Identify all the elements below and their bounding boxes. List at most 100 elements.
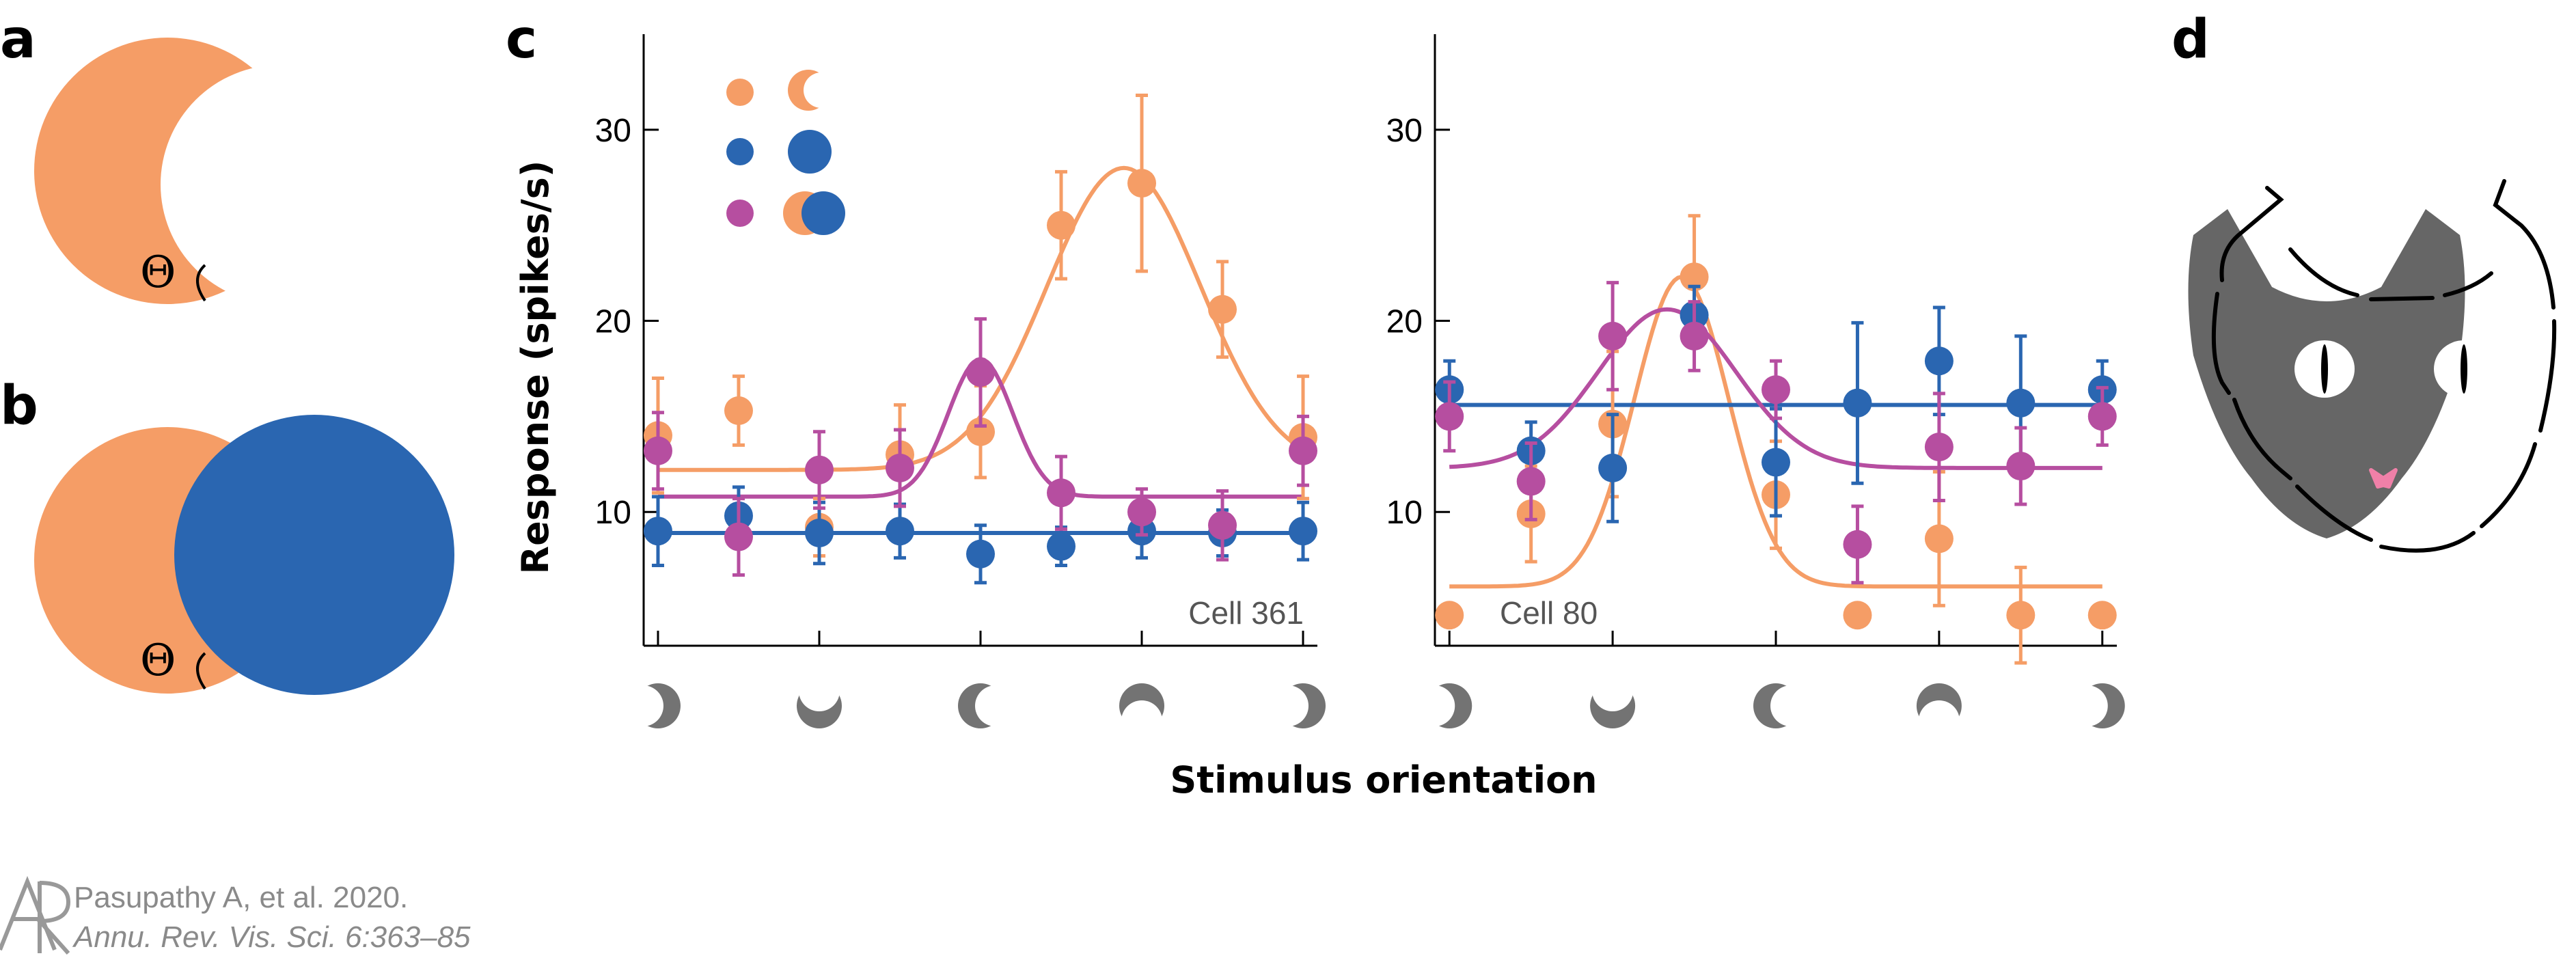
data-point-together (1516, 467, 1546, 496)
data-point-together (1127, 497, 1157, 527)
crescent-icon (1280, 683, 1326, 728)
orientation-icon-crescent-open-down (1916, 683, 1962, 728)
data-point-circle (1598, 453, 1628, 482)
panel-label-d: d (2171, 9, 2210, 70)
legend-crescent-icon (788, 70, 829, 111)
legend-dot-magenta (726, 200, 754, 227)
orientation-icon-crescent-open-right (635, 683, 681, 728)
cat-contour-lines (2211, 179, 2557, 553)
data-point-together (1598, 321, 1628, 351)
orientation-icon-crescent-open-down (1119, 683, 1165, 728)
annual-reviews-logo (0, 875, 71, 955)
data-point-circle (1047, 532, 1076, 561)
y-axis-label: Response (spikes/s) (514, 161, 557, 575)
data-point-crescent (1924, 524, 1954, 553)
data-point-together (1762, 375, 1790, 405)
orientation-icon-crescent-open-left (1753, 683, 1798, 728)
panel-b-combined-stimulus: Θ (34, 415, 454, 695)
data-point-together (966, 358, 995, 387)
data-point-together (2006, 452, 2036, 481)
data-point-together (1435, 402, 1464, 431)
data-point-together (1843, 530, 1872, 559)
data-point-together (643, 436, 672, 465)
legend-dot-orange (726, 79, 754, 106)
angle-arc-icon (196, 264, 206, 302)
data-point-together (1208, 510, 1237, 540)
data-point-crescent (966, 417, 995, 446)
orientation-icon-crescent-open-right (1427, 683, 1472, 728)
crescent-icon (2079, 683, 2125, 728)
data-point-circle (643, 517, 672, 546)
crescent-icon (1119, 683, 1165, 728)
crescent-icon (796, 683, 842, 728)
data-point-together (724, 522, 753, 551)
data-point-crescent (1047, 210, 1076, 240)
orientation-icon-crescent-open-up (1590, 683, 1636, 728)
cell-label: Cell 80 (1500, 595, 1598, 631)
data-point-crescent (1843, 601, 1872, 630)
crescent-icon (1427, 683, 1472, 728)
orientation-icon-crescent-open-right (1280, 683, 1326, 728)
panel-label-c: c (506, 9, 537, 70)
crescent-icon (958, 683, 1003, 728)
x-axis-label: Stimulus orientation (1170, 758, 1597, 802)
data-point-circle (1762, 448, 1790, 477)
data-point-together (1289, 436, 1318, 465)
orientation-icon-crescent-open-right (2079, 683, 2125, 728)
orange-crescent-shape (34, 38, 301, 304)
angle-arc-icon (196, 652, 206, 690)
theta-symbol: Θ (140, 635, 176, 686)
y-tick-label: 10 (1386, 495, 1423, 531)
y-tick-label: 10 (595, 495, 631, 531)
legend-circle-icon (788, 130, 832, 174)
data-point-crescent (1680, 262, 1709, 292)
data-point-together (804, 455, 834, 484)
y-tick-label: 30 (1386, 113, 1423, 149)
data-point-crescent (724, 396, 753, 425)
citation-line-1: Pasupathy A, et al. 2020. (74, 881, 408, 914)
data-point-circle (1289, 517, 1318, 546)
panel-d-cat-illusion (2188, 179, 2557, 553)
cat-eye-left (2294, 340, 2355, 398)
data-point-crescent (2087, 601, 2117, 630)
data-point-circle (1924, 346, 1954, 376)
data-point-circle (966, 539, 995, 569)
cat-nose-icon (2369, 468, 2398, 489)
theta-symbol: Θ (140, 247, 176, 298)
blue-circle-shape (174, 415, 454, 695)
legend-combined-circle-icon (801, 191, 845, 235)
data-point-circle (804, 518, 834, 547)
legend-dot-blue (726, 138, 754, 165)
data-point-together (1924, 433, 1954, 462)
data-point-together (885, 453, 914, 482)
panel-c-charts: 10 20 30 Cell 361 Response (spikes/s) 10 20 30 C… (514, 34, 2125, 728)
data-point-together (2087, 402, 2117, 431)
citation-line-2: Annu. Rev. Vis. Sci. 6:363–85 (72, 920, 471, 954)
crescent-icon (1916, 683, 1962, 728)
data-point-crescent (1127, 169, 1157, 198)
crescent-icon (1753, 683, 1798, 728)
crescent-icon (635, 683, 681, 728)
data-point-circle (1843, 388, 1872, 418)
y-tick-label: 20 (1386, 304, 1423, 340)
data-point-together (1047, 478, 1076, 508)
data-point-crescent (1435, 601, 1464, 630)
cat-eye-right (2434, 340, 2494, 398)
y-tick-label: 30 (595, 113, 631, 149)
chart-1: 10 20 30 Cell 361 Response (spikes/s) (514, 34, 1326, 728)
orientation-icon-crescent-open-up (796, 683, 842, 728)
panel-label-a: a (0, 9, 36, 70)
citation: Pasupathy A, et al. 2020. Annu. Rev. Vis… (0, 875, 471, 955)
crescent-icon (1590, 683, 1636, 728)
cell-label: Cell 361 (1188, 595, 1304, 631)
chart-2: 10 20 30 Cell 80 (1386, 34, 2125, 728)
y-tick-label: 20 (595, 304, 631, 340)
data-point-together (1680, 321, 1709, 351)
data-point-crescent (2006, 601, 2036, 630)
data-point-circle (885, 517, 914, 546)
panel-a-crescent-stimulus: Θ (34, 38, 301, 304)
legend (726, 70, 845, 235)
panel-label-b: b (0, 375, 38, 437)
orientation-icon-crescent-open-left (958, 683, 1003, 728)
